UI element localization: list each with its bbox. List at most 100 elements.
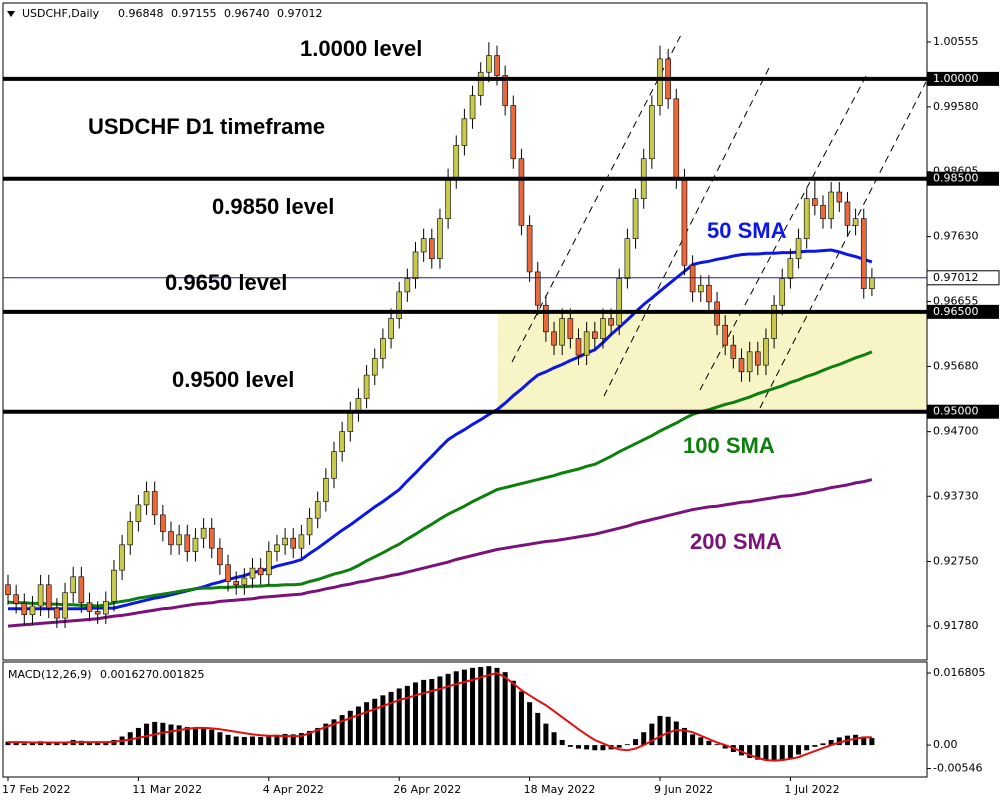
quote-value: 0.97155 (171, 7, 217, 20)
candle-body (706, 284, 712, 303)
macd-bar (315, 727, 321, 746)
macd-bar (739, 745, 744, 756)
candle-body (347, 411, 354, 432)
candle-body (45, 584, 52, 609)
macd-bar (396, 688, 402, 746)
macd-bar (681, 727, 687, 746)
level-label-box (927, 171, 999, 186)
annotation: 0.9500 level (172, 367, 294, 392)
macd-bar (747, 745, 753, 758)
y-tick-label: 0.92750 (933, 554, 979, 567)
candle-body (534, 271, 541, 306)
candle-body (689, 264, 696, 293)
macd-y-tick-label: -0.00546 (933, 762, 982, 775)
macd-bar (478, 667, 484, 746)
candle-body (469, 95, 476, 120)
level-label: 0.96500 (933, 305, 979, 318)
annotation: 0.9650 level (165, 270, 287, 295)
macd-bar (690, 734, 696, 746)
x-tick-label: 26 Apr 2022 (393, 783, 461, 796)
candle-body (208, 527, 215, 549)
candle-body (168, 531, 174, 546)
candle-body (37, 584, 44, 607)
candle-body (21, 603, 28, 616)
y-tick-label: 0.96655 (933, 295, 979, 308)
channel-line (511, 32, 683, 363)
candle-body (624, 238, 631, 279)
annotation: USDCHF D1 timeframe (88, 114, 325, 139)
macd-bar (29, 742, 35, 746)
candle-body (771, 304, 777, 339)
candle-body (445, 178, 451, 219)
sma-label: 200 SMA (690, 529, 782, 554)
candle-body (860, 218, 867, 289)
candle-body (78, 576, 85, 604)
candle-body (486, 55, 492, 73)
macd-bar (21, 743, 27, 746)
macd-bar (861, 736, 867, 746)
candle-body (608, 318, 614, 326)
candle-body (420, 238, 427, 253)
macd-bar (290, 734, 296, 746)
quote-value: 0.96848 (118, 7, 164, 20)
macd-panel-frame (2, 661, 928, 778)
candle-body (600, 318, 606, 339)
candle-body (828, 191, 834, 219)
macd-bar (641, 732, 647, 746)
x-tick-label: 17 Feb 2022 (2, 783, 70, 796)
level-label-box (927, 71, 999, 86)
annotation: 1.0000 level (300, 36, 422, 61)
macd-bar (698, 737, 704, 746)
macd-bar (576, 745, 581, 749)
level-label-box (927, 404, 999, 419)
macd-bar (665, 716, 671, 746)
candle-body (314, 501, 321, 519)
candle-body (404, 278, 411, 293)
candle-body (510, 105, 517, 160)
macd-bar (176, 725, 182, 746)
macd-bar (404, 685, 410, 746)
macd-bar (527, 702, 533, 746)
level-label-box (927, 304, 999, 319)
macd-bar (633, 739, 639, 746)
candle-body (62, 592, 68, 619)
candle-body (265, 551, 272, 576)
candle-body (722, 324, 729, 346)
macd-bar (567, 745, 573, 747)
macd-bar (103, 742, 109, 746)
macd-bar (421, 679, 427, 746)
macd-bar (46, 742, 52, 746)
macd-bar (616, 745, 622, 748)
candle-body (812, 198, 818, 206)
macd-bar (298, 733, 304, 746)
candle-body (428, 238, 435, 259)
macd-bar (486, 666, 492, 746)
candle-body (176, 534, 182, 546)
candle-body (217, 547, 223, 566)
macd-bar (225, 734, 231, 746)
candle-body (388, 318, 394, 339)
sma-line (7, 478, 873, 628)
candle-body (371, 358, 378, 376)
macd-bar (217, 732, 223, 746)
symbol: USDCHF,Daily (22, 7, 100, 20)
candle-body (746, 351, 753, 373)
candle-body (697, 284, 704, 293)
y-tick-label: 0.95680 (933, 359, 979, 372)
main-panel-frame (2, 2, 928, 661)
candle-body (412, 251, 419, 279)
macd-bar (233, 736, 239, 746)
price-label-box (926, 270, 1000, 286)
macd-bar (502, 672, 508, 746)
y-tick-label: 0.91780 (933, 619, 979, 632)
macd-bar (95, 742, 101, 746)
macd-bar (592, 745, 598, 751)
candle-body (135, 504, 142, 522)
macd-bar (673, 721, 679, 746)
candle-body (616, 278, 623, 326)
macd-bar (771, 745, 777, 762)
macd-bar (461, 669, 467, 746)
macd-bar (518, 691, 524, 746)
